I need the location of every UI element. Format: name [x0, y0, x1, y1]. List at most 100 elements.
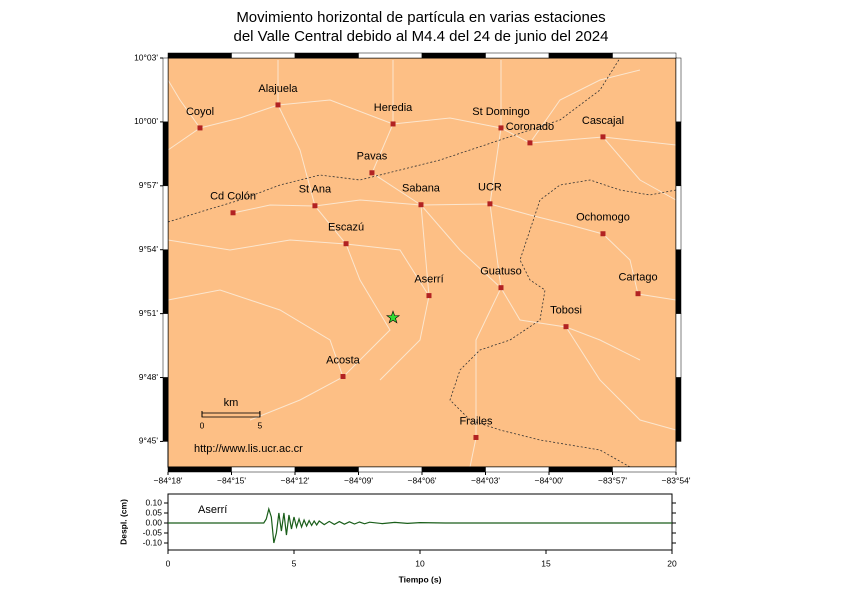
frame-bar	[675, 377, 682, 442]
station-label: Aserrí	[198, 504, 227, 516]
frame-bar	[294, 466, 359, 473]
station-marker	[312, 203, 318, 209]
x-tick-label: 20	[667, 558, 677, 568]
station-name: Cd Colón	[210, 191, 256, 203]
roads	[167, 60, 677, 468]
station-name: St Domingo	[472, 106, 529, 118]
frame-bar	[162, 377, 169, 442]
frame-bar	[294, 52, 359, 59]
waveform	[168, 506, 672, 544]
y-tick-label: 0.05	[145, 507, 162, 517]
frame-bar	[421, 52, 486, 59]
frame-bar	[548, 52, 613, 59]
station-name: Alajuela	[258, 83, 298, 95]
station-marker	[418, 202, 424, 208]
station-marker	[527, 140, 533, 146]
frame-bar	[675, 57, 682, 123]
frame-bar	[485, 466, 550, 473]
province-borders	[167, 57, 677, 468]
station-name: St Ana	[299, 184, 332, 196]
frame-bar	[675, 249, 682, 314]
station-name: Coronado	[506, 121, 554, 133]
y-tick-label: 9°48'	[139, 372, 159, 382]
x-tick-label: 10	[415, 558, 425, 568]
x-tick-label: −84°06'	[408, 475, 437, 485]
y-tick-label: 9°51'	[139, 308, 159, 318]
station-marker	[275, 102, 281, 108]
frame-bar	[675, 313, 682, 378]
epicenter	[386, 310, 401, 324]
station-name: Coyol	[186, 106, 214, 118]
frame-bar	[485, 52, 550, 59]
frame-bar	[162, 185, 169, 250]
frame-bar	[162, 249, 169, 314]
title-line: del Valle Central debido al M4.4 del 24 …	[234, 28, 609, 45]
x-tick-label: −84°03'	[471, 475, 500, 485]
station-name: Sabana	[402, 183, 441, 195]
scale-label: km	[224, 397, 239, 409]
y-tick-label: -0.10	[143, 537, 163, 547]
title-line: Movimiento horizontal de partícula en va…	[236, 9, 605, 26]
y-tick-label: 10°00'	[134, 116, 158, 126]
x-tick-label: 15	[541, 558, 551, 568]
x-tick-label: 0	[166, 558, 171, 568]
station-name: Cascajal	[582, 115, 624, 127]
y-tick-label: 0.00	[145, 517, 162, 527]
y-tick-label: 9°57'	[139, 180, 159, 190]
station-name: Heredia	[374, 102, 413, 114]
scale-tick-label: 0	[200, 420, 205, 430]
frame-bar	[231, 466, 296, 473]
frame-bar	[612, 52, 677, 59]
station-marker	[340, 374, 346, 380]
y-tick-label: 9°54'	[139, 244, 159, 254]
frame-bar	[162, 57, 169, 123]
station-name: Aserrí	[414, 274, 443, 286]
frame-bar	[167, 52, 232, 59]
station-name: UCR	[478, 182, 502, 194]
x-tick-label: −84°15'	[217, 475, 246, 485]
frame-bar	[162, 121, 169, 187]
url: http://www.lis.ucr.ac.cr	[194, 443, 303, 455]
y-tick-label: 0.10	[145, 497, 162, 507]
frame-bar	[358, 52, 423, 59]
station-marker	[230, 210, 236, 216]
x-axis-label: Tiempo (s)	[399, 574, 442, 584]
station-marker	[635, 291, 641, 297]
frame-bar	[675, 185, 682, 250]
station-marker	[498, 125, 504, 131]
station-marker	[369, 170, 375, 176]
frame-bar	[421, 466, 486, 473]
x-tick-label: −84°09'	[344, 475, 373, 485]
station-name: Guatuso	[480, 266, 522, 278]
station-marker	[390, 121, 396, 127]
y-axis-label: Despl. (cm)	[118, 499, 128, 545]
x-tick-label: 5	[292, 558, 297, 568]
station-marker	[197, 125, 203, 131]
station-name: Cartago	[618, 272, 657, 284]
frame-bar	[675, 121, 682, 187]
station-name: Escazú	[328, 222, 364, 234]
frame-bar	[231, 52, 296, 59]
station-marker	[473, 434, 479, 440]
station-marker	[563, 324, 569, 330]
x-tick-label: −84°18'	[154, 475, 183, 485]
x-tick-label: −83°57'	[598, 475, 627, 485]
frame-bar	[162, 313, 169, 378]
frame-bar	[358, 466, 423, 473]
station-name: Tobosi	[550, 305, 582, 317]
station-name: Frailes	[459, 415, 493, 427]
station-marker	[600, 231, 606, 237]
map-area	[168, 58, 676, 467]
y-tick-label: -0.05	[143, 527, 163, 537]
station-name: Acosta	[326, 354, 361, 366]
scale-tick-label: 5	[258, 420, 263, 430]
station-marker	[343, 241, 349, 247]
station-name: Pavas	[357, 151, 388, 163]
frame-bar	[167, 466, 232, 473]
station-marker	[600, 134, 606, 140]
station-marker	[498, 285, 504, 291]
station-name: Ochomogo	[576, 212, 630, 224]
frame-bar	[548, 466, 613, 473]
x-tick-label: −84°12'	[281, 475, 310, 485]
